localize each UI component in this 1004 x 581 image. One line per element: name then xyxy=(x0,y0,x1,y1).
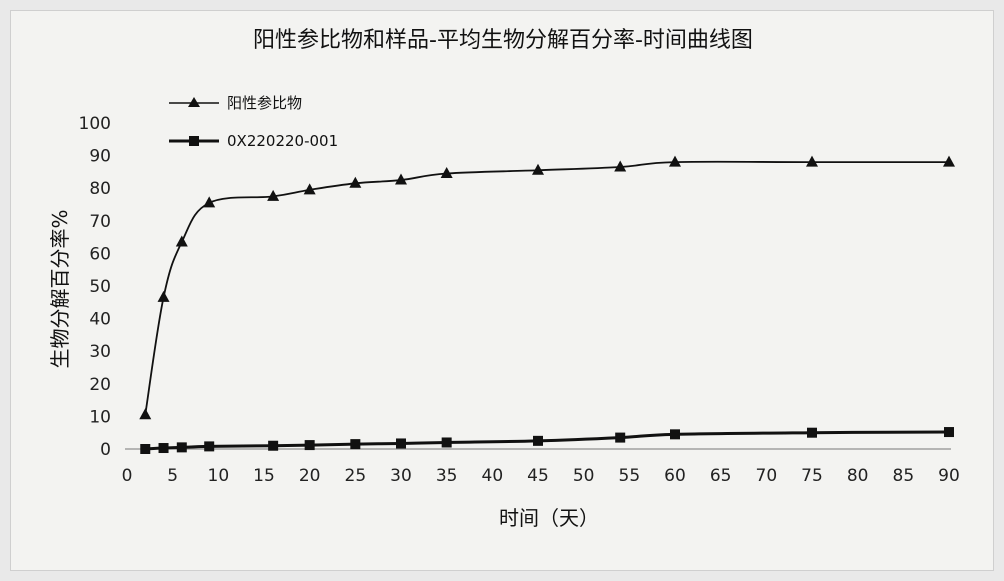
x-tick-label: 10 xyxy=(208,466,230,486)
data-point-square xyxy=(204,441,215,452)
x-tick-label: 40 xyxy=(482,466,504,486)
series-line-1 xyxy=(144,160,949,415)
x-tick-label: 80 xyxy=(847,466,869,486)
chart-title: 阳性参比物和样品-平均生物分解百分率-时间曲线图 xyxy=(253,28,753,53)
legend-marker-square xyxy=(189,136,199,146)
x-tick-label: 15 xyxy=(253,466,275,486)
data-point-square xyxy=(140,444,151,454)
y-tick-label: 60 xyxy=(89,244,111,264)
data-point-triangle xyxy=(203,196,216,208)
x-tick-label: 65 xyxy=(710,466,732,486)
x-tick-label: 85 xyxy=(893,466,915,486)
y-tick-labels: 0 10 20 30 40 50 60 70 80 90 100 xyxy=(79,114,111,460)
chart: 阳性参比物和样品-平均生物分解百分率-时间曲线图 阳性参比物 0X220220-… xyxy=(48,28,960,530)
x-tick-label: 70 xyxy=(756,466,778,486)
data-point-triangle xyxy=(139,408,152,420)
legend-label-series-1: 阳性参比物 xyxy=(227,94,302,112)
legend-marker-triangle xyxy=(188,97,200,107)
data-point-square xyxy=(441,437,452,448)
data-point-square xyxy=(615,432,626,443)
data-point-square xyxy=(350,439,361,450)
x-tick-label: 60 xyxy=(664,466,686,486)
data-point-triangle xyxy=(532,163,544,175)
y-tick-label: 30 xyxy=(89,342,111,362)
data-point-square xyxy=(396,438,406,449)
data-point-square xyxy=(944,427,954,438)
plot-area xyxy=(139,155,955,454)
y-axis-label: 生物分解百分率% xyxy=(48,209,72,368)
x-tick-label: 35 xyxy=(436,466,458,486)
data-point-square xyxy=(533,435,543,446)
data-point-triangle xyxy=(349,176,362,188)
y-tick-label: 90 xyxy=(89,147,111,167)
y-tick-label: 100 xyxy=(79,114,111,134)
x-tick-label: 0 xyxy=(122,466,133,486)
x-tick-label: 55 xyxy=(619,466,641,486)
data-point-square xyxy=(304,440,315,451)
data-point-triangle xyxy=(395,173,407,185)
x-tick-label: 90 xyxy=(938,466,960,486)
legend: 阳性参比物 0X220220-001 xyxy=(169,94,338,150)
y-tick-label: 50 xyxy=(89,277,111,297)
data-point-triangle xyxy=(614,160,627,172)
y-tick-label: 40 xyxy=(89,310,111,330)
x-tick-label: 25 xyxy=(345,466,367,486)
x-axis-label: 时间（天） xyxy=(499,506,599,530)
y-tick-label: 10 xyxy=(89,407,111,427)
x-tick-label: 50 xyxy=(573,466,595,486)
x-tick-label: 75 xyxy=(801,466,823,486)
data-point-triangle xyxy=(303,183,316,195)
data-point-triangle xyxy=(943,155,955,167)
data-point-square xyxy=(158,443,169,454)
chart-frame: 阳性参比物和样品-平均生物分解百分率-时间曲线图 阳性参比物 0X220220-… xyxy=(10,10,994,571)
y-tick-label: 70 xyxy=(89,212,111,232)
x-tick-label: 5 xyxy=(167,466,178,486)
data-point-square xyxy=(268,440,279,451)
series-line-2 xyxy=(145,430,950,451)
data-point-triangle xyxy=(175,235,188,247)
data-point-square xyxy=(176,442,187,453)
data-point-triangle xyxy=(157,290,170,302)
x-tick-labels: 0 5 10 15 20 25 30 35 40 45 50 55 60 65 70 75 80 85 90 xyxy=(122,466,960,486)
y-tick-label: 80 xyxy=(89,179,111,199)
data-point-triangle xyxy=(267,189,280,201)
y-tick-label: 20 xyxy=(89,375,111,395)
y-tick-label: 0 xyxy=(100,440,111,460)
data-point-triangle xyxy=(669,155,681,167)
x-tick-label: 45 xyxy=(527,466,549,486)
legend-label-series-2: 0X220220-001 xyxy=(227,132,338,150)
data-point-triangle xyxy=(806,155,818,167)
data-point-square xyxy=(670,429,680,440)
x-tick-label: 20 xyxy=(299,466,321,486)
data-point-square xyxy=(807,427,817,438)
x-tick-label: 30 xyxy=(390,466,412,486)
data-point-triangle xyxy=(440,167,453,179)
